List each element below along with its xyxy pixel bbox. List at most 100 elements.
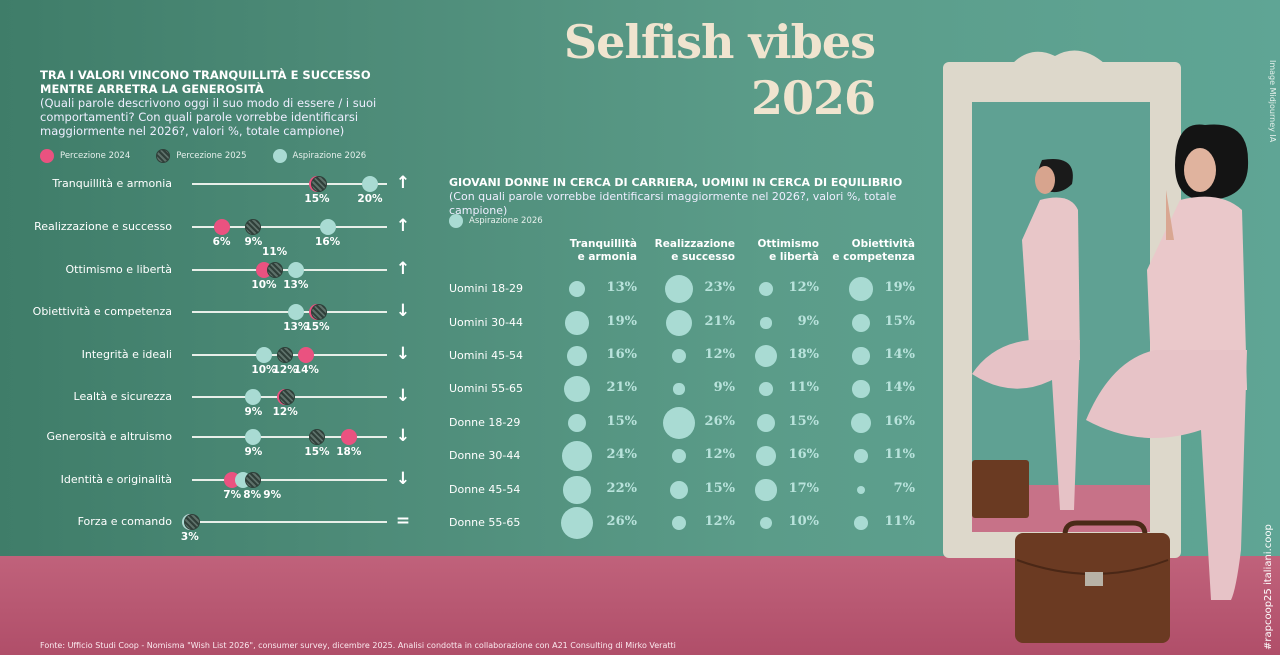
hashtag-link[interactable]: #rapcoop25 italiani.coop [1263,524,1274,650]
bubble [665,309,692,336]
row-label: Obiettività e competenza [32,305,172,318]
trend-up-icon: ↑ [395,259,411,279]
trend-equal-icon: = [395,511,411,531]
row-label: Integrità e ideali [81,348,172,361]
bubble [567,346,587,366]
row-label: Identità e originalità [60,473,172,486]
bubble-value: 16% [606,347,637,362]
bubble-value: 19% [606,314,637,329]
trend-down-icon: ↓ [395,344,411,364]
title-line-2: 2026 [750,71,876,125]
legend-teal-dot-icon [449,214,463,228]
bubble-value: 21% [606,380,637,395]
bubble [671,515,687,531]
bubble [669,480,689,500]
value-label: 10% [251,364,277,376]
value-label: 20% [357,193,383,205]
title-line-1: Selfish vibes [563,15,876,69]
legend-2024: Percezione 2024 [40,149,130,163]
column-header: Obiettività e competenza [832,238,915,264]
left-legend: Percezione 2024 Percezione 2025 Aspirazi… [40,149,366,163]
dot-2025 [311,176,327,192]
bubble [852,347,870,365]
dot-2026 [362,176,378,192]
bubble [851,413,871,433]
value-label: 3% [180,531,199,543]
bubble-value: 7% [893,481,915,496]
legend-hatched-dot-icon [156,149,171,163]
row-axis-line [192,436,387,438]
bubble-value: 14% [884,347,915,362]
bubble-value: 11% [788,380,819,395]
left-chart-subtitle: (Quali parole descrivono oggi il suo mod… [40,96,377,138]
left-chart-header: TRA I VALORI VINCONO TRANQUILLITÀ E SUCC… [40,68,420,138]
dot-2026 [256,347,272,363]
legend-label: Aspirazione 2026 [469,216,543,226]
bubble-value: 19% [884,280,915,295]
bubble-value: 16% [884,414,915,429]
bubble-value: 23% [704,280,735,295]
dot-2025 [183,514,200,530]
reflected-briefcase [972,460,1029,518]
bubble-value: 26% [704,414,735,429]
right-chart-subtitle: (Con quali parole vorrebbe identificarsi… [449,190,897,217]
row-axis-line [192,479,387,481]
trend-up-icon: ↑ [395,216,411,236]
value-label: 12% [272,364,298,376]
bubble [758,281,774,297]
bubble-value: 15% [606,414,637,429]
row-label: Uomini 18-29 [449,282,524,295]
legend-teal-dot-icon [272,149,287,163]
value-label: 8% [243,489,262,501]
row-axis-line [192,521,387,523]
bubble-value: 10% [788,514,819,529]
trend-down-icon: ↓ [395,386,411,406]
bubble-value: 9% [713,380,735,395]
bubble [664,274,694,304]
row-label: Realizzazione e successo [34,220,172,233]
bubble [671,348,687,364]
legend-label: Percezione 2025 [176,151,247,161]
bubble [759,516,773,530]
column-header-line: Tranquillità [569,238,637,250]
bubble-value: 13% [606,280,637,295]
value-label: 13% [283,279,309,291]
column-header-line: e competenza [832,251,915,263]
legend-2025: Percezione 2025 [156,149,247,163]
bubble [560,506,594,540]
dot-2025 [279,389,296,405]
row-axis-line [192,226,387,228]
value-label: 10% [251,279,277,291]
left-chart-title-1: TRA I VALORI VINCONO TRANQUILLITÀ E SUCC… [40,68,371,82]
dot-2025 [245,219,262,235]
dot-2025 [245,472,262,488]
legend-2026: Aspirazione 2026 [272,149,366,163]
bubble [563,375,590,402]
bubble [568,280,586,298]
column-header: Tranquillità e armonia [570,238,637,264]
dot-2025 [266,262,283,278]
mirror-photo-illustration [943,50,1249,643]
row-axis-line [192,183,387,185]
dot-2026 [245,429,262,445]
bubble [673,383,685,395]
bubble-value: 16% [788,447,819,462]
bubble [854,449,868,463]
row-label: Ottimismo e libertà [65,263,173,276]
left-chart-title-2: MENTRE ARRETRA LA GENEROSITÀ [40,82,264,96]
bubble-value: 15% [704,481,735,496]
column-header-line: e successo [671,251,735,263]
trend-down-icon: ↓ [395,301,411,321]
bubble [754,344,778,368]
bubble-value: 26% [606,514,637,529]
value-label: 7% [223,489,242,501]
row-label: Donne 55-65 [449,516,521,529]
bubble [759,382,773,396]
row-label: Uomini 30-44 [449,316,524,329]
column-header-line: e armonia [577,251,637,263]
trend-down-icon: ↓ [395,469,411,489]
row-label: Donne 30-44 [449,449,521,462]
right-legend: Aspirazione 2026 [449,214,543,228]
trend-down-icon: ↓ [395,426,411,446]
dot-2025 [309,429,325,445]
